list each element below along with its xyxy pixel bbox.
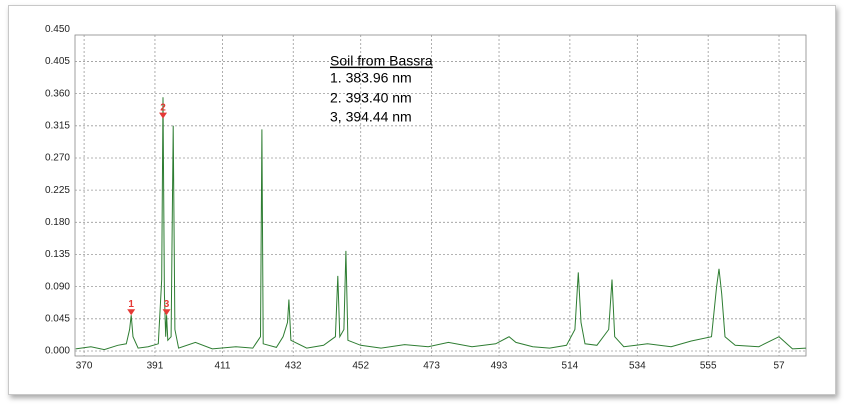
x-tick-label: 411 <box>214 361 230 372</box>
x-tick-label: 432 <box>285 361 302 372</box>
y-tick-label: 0.450 <box>45 24 70 35</box>
x-tick-label: 391 <box>147 361 164 372</box>
x-tick-label: 493 <box>491 361 508 372</box>
x-tick-label: 370 <box>76 361 93 372</box>
legend-entry: 3, 394.44 nm <box>330 109 412 125</box>
peak-marker <box>162 309 171 316</box>
y-tick-label: 0.270 <box>45 153 70 164</box>
y-tick-label: 0.045 <box>45 313 70 324</box>
x-tick-label: 534 <box>629 361 646 372</box>
x-tick-label: 555 <box>700 361 717 372</box>
y-tick-label: 0.000 <box>45 346 70 357</box>
peak-label: 1 <box>128 299 134 310</box>
y-tick-label: 0.090 <box>45 281 70 292</box>
spectrum-line <box>75 97 806 351</box>
y-tick-label: 0.135 <box>45 249 70 260</box>
plot-area <box>74 34 807 357</box>
x-tick-label: 473 <box>423 361 440 372</box>
peak-label: 2 <box>160 102 166 113</box>
peak-marker <box>159 112 168 119</box>
y-tick-label: 0.360 <box>45 88 70 99</box>
x-tick-label: 57 <box>773 361 785 372</box>
x-tick-label: 514 <box>562 361 579 372</box>
legend-title: Soil from Bassra <box>330 53 433 69</box>
grid <box>75 35 806 356</box>
legend-entry: 1. 383.96 nm <box>330 70 412 86</box>
y-tick-label: 0.225 <box>45 185 70 196</box>
peak-label: 3 <box>164 299 170 310</box>
y-tick-label: 0.315 <box>45 120 70 131</box>
peak-marker <box>127 309 136 316</box>
series <box>75 97 806 351</box>
y-tick-label: 0.180 <box>45 217 70 228</box>
y-tick-label: 0.405 <box>45 56 70 67</box>
legend-entry: 2. 393.40 nm <box>330 90 412 106</box>
x-tick-label: 452 <box>352 361 369 372</box>
